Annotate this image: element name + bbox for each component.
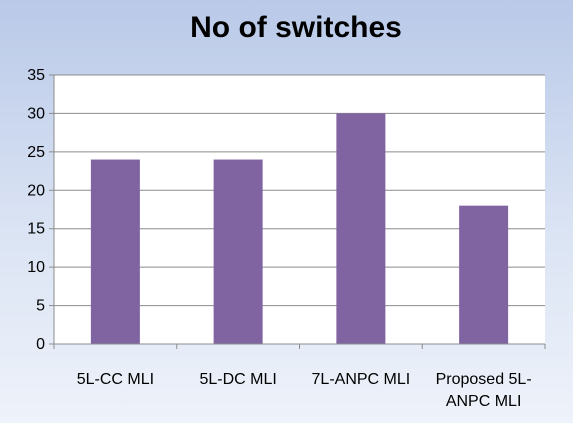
y-tick-label: 35: [27, 67, 45, 84]
y-tick-label: 5: [36, 298, 45, 315]
y-tick-label: 20: [27, 182, 45, 199]
chart-title: No of switches: [190, 11, 402, 44]
y-tick-label: 30: [27, 105, 45, 122]
x-category-label: 5L-DC MLI: [199, 371, 276, 388]
plot-area: 0 5 10 15 20 25 30 35 5L-CC MLI 5L-DC MLI 7L-ANPC …: [27, 67, 546, 410]
x-category-label: 5L-CC MLI: [77, 371, 154, 388]
bar: [459, 205, 509, 344]
y-tick-label: 15: [27, 221, 45, 238]
bar: [213, 159, 263, 344]
bar: [90, 159, 140, 344]
x-category-label: 7L-ANPC MLI: [312, 371, 411, 388]
x-category-label: Proposed 5L-ANPC MLI: [436, 371, 532, 410]
y-tick-label: 25: [27, 144, 45, 161]
bar: [336, 113, 386, 344]
y-tick-label: 0: [36, 336, 45, 353]
y-tick-label: 10: [27, 259, 45, 276]
